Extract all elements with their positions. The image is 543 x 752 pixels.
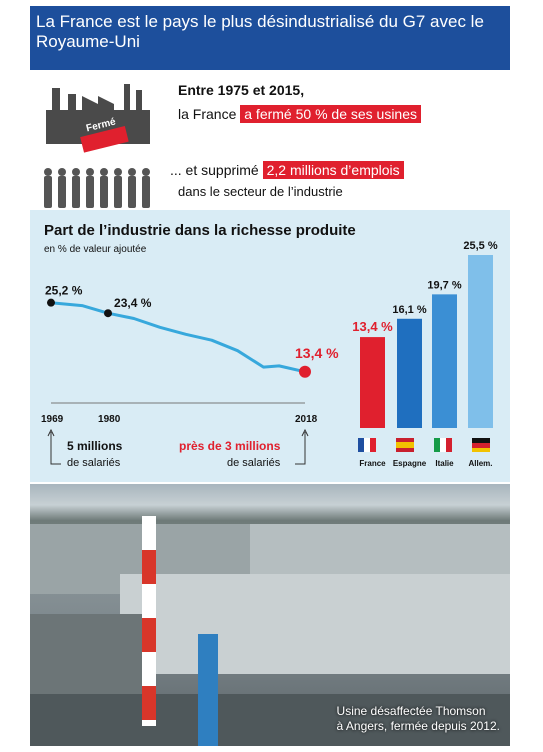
page-title: La France est le pays le plus désindustr… (36, 12, 484, 51)
spain-flag-icon (396, 438, 414, 452)
factories-stat: la France a fermé 50 % de ses usines (178, 105, 422, 123)
bar-label-3: 25,5 % (463, 240, 497, 252)
line-chart: 25,2 % 23,4 % 13,4 % 1969 1980 2018 5 millions… (41, 284, 339, 469)
start-point (47, 298, 55, 307)
bar-italie (432, 294, 457, 428)
bar-label-2: 19,7 % (427, 279, 461, 291)
factories-highlight: a fermé 50 % de ses usines (240, 105, 422, 123)
bar-france (360, 337, 385, 428)
factory-photo: Usine désaffectée Thomson à Angers, ferm… (30, 484, 510, 746)
header-banner: La France est le pays le plus désindustr… (30, 6, 510, 70)
chimney-white-red (142, 516, 156, 726)
bar-label-0: 13,4 % (352, 319, 393, 334)
series-line (50, 301, 306, 374)
period-text: Entre 1975 et 2015, (178, 82, 305, 98)
jobs-stat: ... et supprimé 2,2 millions d’emplois (170, 161, 404, 179)
right-annot-unit: de salariés (227, 457, 281, 469)
tick-1969: 1969 (41, 414, 64, 425)
right-annot-value: près de 3 millions (179, 439, 281, 453)
factory-icon (46, 84, 150, 153)
sector-text: dans le secteur de l’industrie (178, 184, 343, 199)
germany-flag-icon (472, 438, 490, 452)
france-flag-icon (358, 438, 376, 452)
flags-row (358, 438, 490, 452)
end-label: 13,4 % (295, 345, 339, 361)
chart-panel: Part de l’industrie dans la richesse pro… (30, 210, 510, 482)
bar-allem (468, 255, 493, 428)
caption-line2: à Angers, fermée depuis 2012. (336, 719, 500, 733)
left-arrow-icon (47, 428, 55, 437)
end-point (299, 365, 311, 378)
right-arrow-icon (301, 428, 309, 437)
category-label-3: Allem. (468, 459, 492, 468)
workers-icon (44, 168, 150, 208)
bar-chart: 13,4 % France 16,1 % Espagne 19,7 % Italie 25,… (352, 240, 498, 468)
chart-subtitle: en % de valeur ajoutée (44, 244, 147, 255)
caption-line1: Usine désaffectée Thomson (336, 704, 486, 718)
category-label-2: Italie (435, 459, 454, 468)
category-label-0: France (359, 459, 386, 468)
right-bracket (295, 432, 306, 465)
tick-2018: 2018 (295, 414, 318, 425)
left-bracket (50, 432, 61, 465)
jobs-highlight: 2,2 millions d’emplois (262, 161, 404, 179)
stats-section: Fermé Entre 1975 et 2015, la France a fe… (30, 70, 510, 208)
start-label: 25,2 % (45, 284, 83, 298)
left-annot-value: 5 millions (67, 439, 123, 453)
category-label-1: Espagne (393, 459, 427, 468)
chimney-blue (198, 634, 218, 746)
photo-caption: Usine désaffectée Thomson à Angers, ferm… (337, 704, 500, 734)
factories-prefix: la France (178, 106, 237, 122)
mid-label: 23,4 % (114, 296, 152, 310)
tick-1980: 1980 (98, 414, 121, 425)
chart-title: Part de l’industrie dans la richesse pro… (44, 222, 356, 239)
left-annot-unit: de salariés (67, 457, 121, 469)
bar-espagne (397, 318, 422, 428)
mid-point (104, 309, 113, 318)
italy-flag-icon (434, 438, 452, 452)
bar-label-1: 16,1 % (392, 304, 426, 316)
jobs-prefix: ... et supprimé (170, 162, 259, 178)
